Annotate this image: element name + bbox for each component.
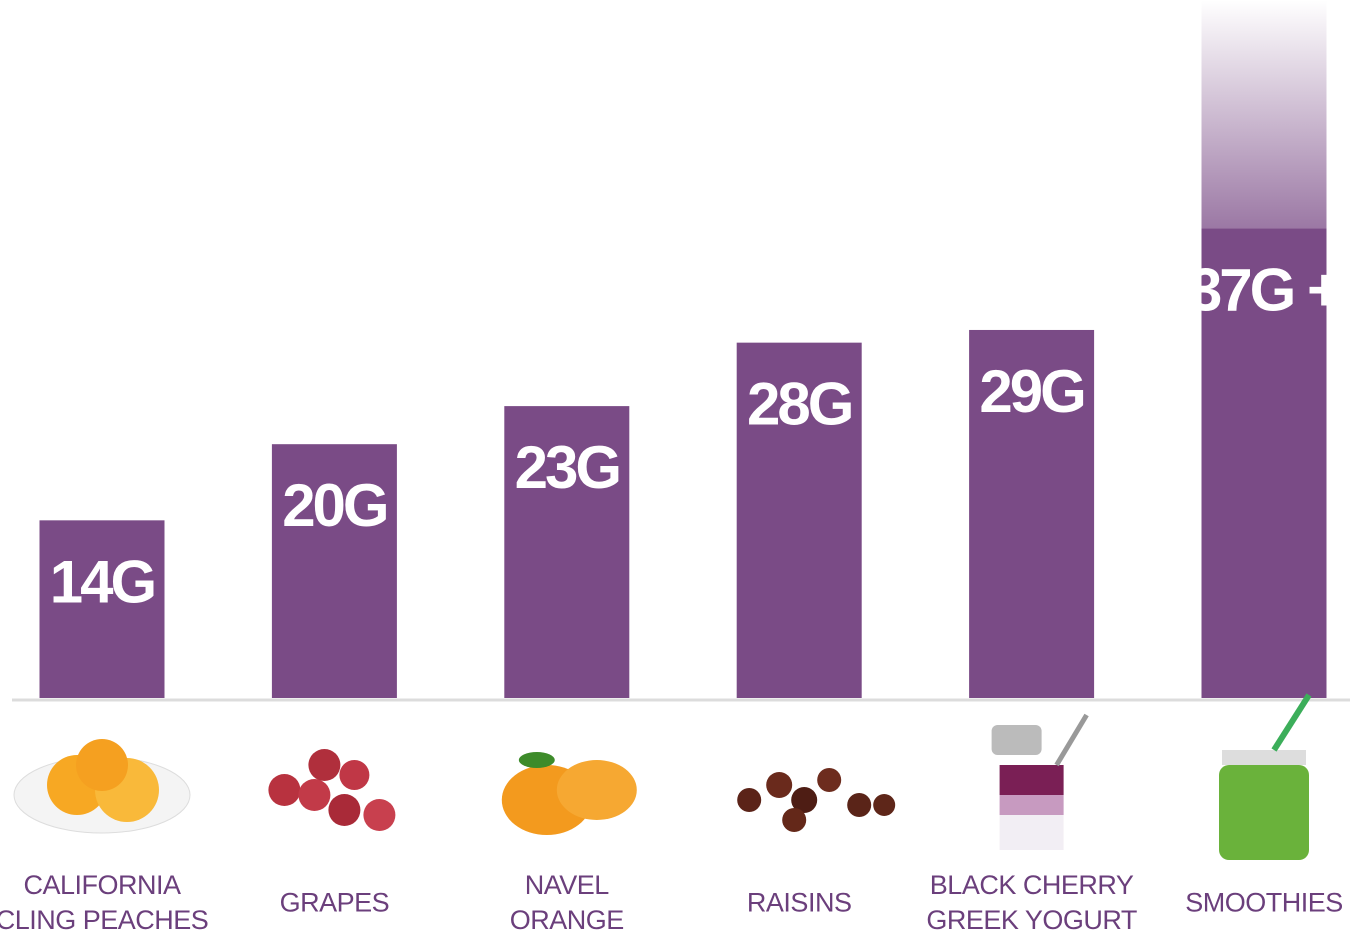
food-shape (991, 725, 1042, 755)
food-image (501, 752, 637, 835)
food-shape (363, 799, 396, 831)
food-shape (999, 795, 1064, 815)
bar (504, 406, 630, 698)
food-shape (847, 793, 872, 817)
value-label: 28G (747, 371, 851, 438)
bar (736, 342, 862, 698)
food-shape (1271, 693, 1312, 752)
category-label: CALIFORNIA CLING PEACHES (0, 870, 209, 935)
food-image (991, 713, 1089, 850)
category-label: GRAPES (279, 887, 390, 918)
bar (271, 444, 397, 698)
value-label: 20G (282, 472, 386, 539)
value-label: 37G + (1189, 256, 1340, 323)
bar (969, 329, 1095, 698)
bar-fade (1201, 0, 1327, 229)
bar (39, 520, 165, 698)
food-shape (817, 768, 842, 792)
category-label: NAVEL ORANGE (509, 870, 625, 935)
food-shape (873, 794, 896, 816)
food-image (737, 768, 896, 832)
food-shape (1054, 713, 1089, 767)
value-label: 23G (515, 434, 619, 501)
food-shape (1222, 750, 1306, 765)
food-shape (328, 794, 361, 826)
food-shape (518, 752, 555, 768)
food-shape (791, 787, 818, 813)
food-shape (1219, 765, 1309, 860)
bar (1201, 228, 1327, 698)
food-shape (782, 808, 807, 832)
food-shape (339, 760, 370, 790)
value-label: 29G (979, 358, 1083, 425)
food-shape (298, 779, 331, 811)
food-shape (556, 760, 637, 820)
category-label: SMOOTHIES (1185, 887, 1343, 918)
category-label: BLACK CHERRY GREEK YOGURT (926, 870, 1137, 935)
food-image (268, 749, 396, 831)
food-image (13, 739, 191, 834)
food-shape (308, 749, 341, 781)
food-shape (76, 739, 128, 791)
value-label: 14G (50, 548, 154, 615)
food-shape (268, 774, 301, 806)
food-shape (999, 765, 1064, 795)
food-shape (766, 772, 793, 798)
food-shape (737, 788, 762, 812)
category-label: RAISINS (746, 887, 852, 918)
food-image (1219, 693, 1312, 860)
